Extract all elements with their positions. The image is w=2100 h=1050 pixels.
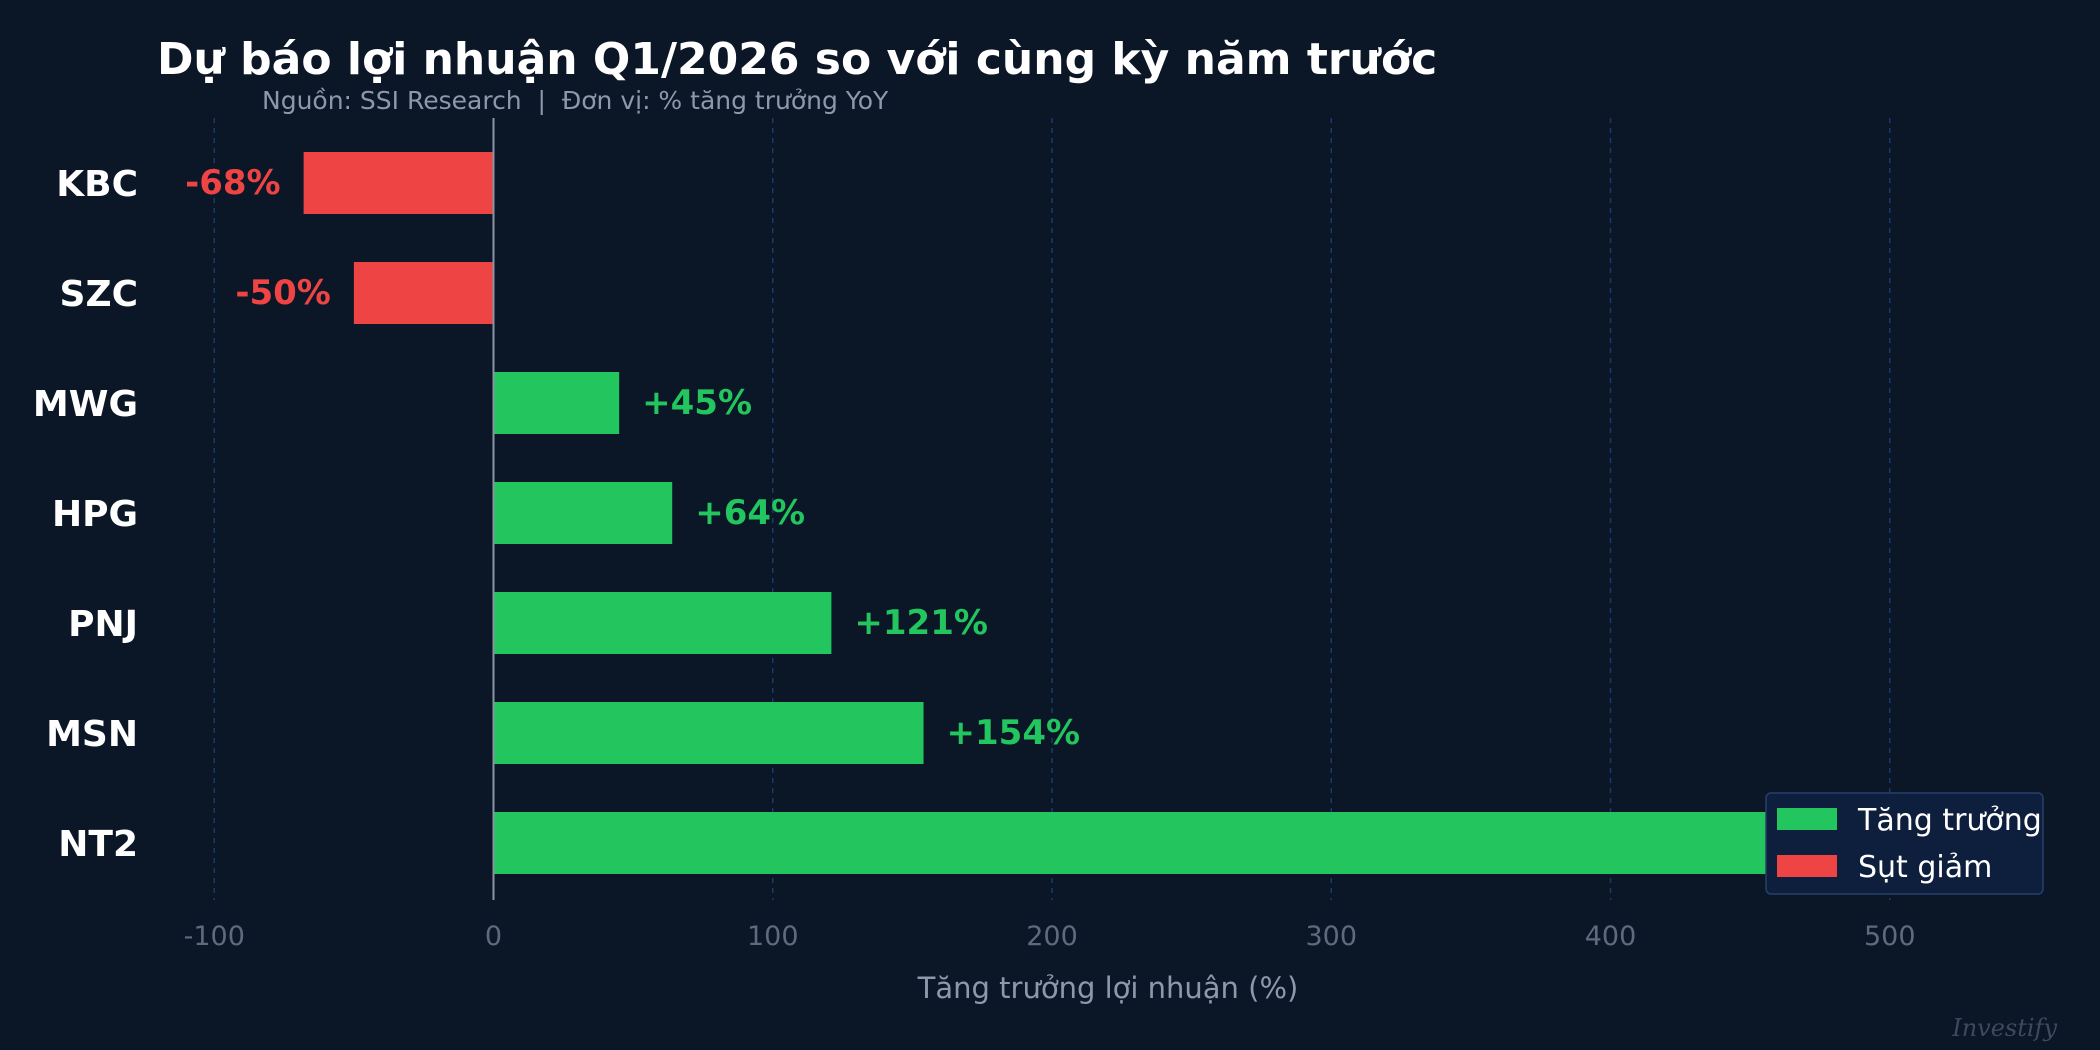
category-labels: KBC SZC MWG HPG PNJ MSN NT2 bbox=[33, 164, 138, 865]
data-label-szc: -50% bbox=[235, 273, 331, 313]
category-label-pnj: PNJ bbox=[68, 604, 138, 645]
category-label-szc: SZC bbox=[60, 274, 138, 315]
chart-subtitle: Nguồn: SSI Research | Đơn vị: % tăng trư… bbox=[262, 86, 889, 115]
x-tick-label: 300 bbox=[1305, 921, 1357, 952]
legend: Tăng trưởng Sụt giảm bbox=[1765, 792, 2044, 895]
bar-nt2 bbox=[493, 812, 1773, 874]
x-tick-label: 0 bbox=[485, 921, 502, 952]
bar-szc bbox=[353, 262, 494, 324]
data-label-msn: +154% bbox=[947, 713, 1081, 753]
watermark: Investify bbox=[1951, 1014, 2057, 1042]
data-label-pnj: +121% bbox=[854, 603, 988, 643]
category-label-mwg: MWG bbox=[33, 384, 138, 425]
data-label-mwg: +45% bbox=[642, 383, 752, 423]
bars bbox=[303, 152, 1773, 874]
data-label-hpg: +64% bbox=[695, 493, 805, 533]
bar-pnj bbox=[493, 592, 832, 654]
x-tick-label: 500 bbox=[1864, 921, 1916, 952]
x-tick-labels: -100 0 100 200 300 400 500 bbox=[184, 921, 1916, 952]
chart-title: Dự báo lợi nhuận Q1/2026 so với cùng kỳ … bbox=[157, 34, 1437, 85]
category-label-msn: MSN bbox=[46, 714, 138, 755]
x-tick-label: -100 bbox=[184, 921, 245, 952]
x-tick-label: 400 bbox=[1585, 921, 1637, 952]
bar-msn bbox=[493, 702, 924, 764]
bar-hpg bbox=[493, 482, 673, 544]
x-axis-label: Tăng trưởng lợi nhuận (%) bbox=[917, 971, 1299, 1005]
data-labels: -68%-50%+45%+64%+121%+154%+458% bbox=[185, 163, 1929, 863]
legend-label-negative: Sụt giảm bbox=[1858, 850, 1992, 885]
legend-swatch-negative bbox=[1777, 855, 1837, 877]
legend-swatch-positive bbox=[1777, 808, 1837, 830]
legend-label-positive: Tăng trưởng bbox=[1857, 803, 2042, 838]
category-label-kbc: KBC bbox=[56, 164, 138, 205]
category-label-hpg: HPG bbox=[52, 494, 138, 535]
data-label-kbc: -68% bbox=[185, 163, 281, 203]
bar-kbc bbox=[303, 152, 494, 214]
x-tick-label: 100 bbox=[747, 921, 799, 952]
grid bbox=[213, 118, 1891, 900]
bar-mwg bbox=[493, 372, 620, 434]
category-label-nt2: NT2 bbox=[58, 824, 138, 865]
x-tick-label: 200 bbox=[1026, 921, 1078, 952]
